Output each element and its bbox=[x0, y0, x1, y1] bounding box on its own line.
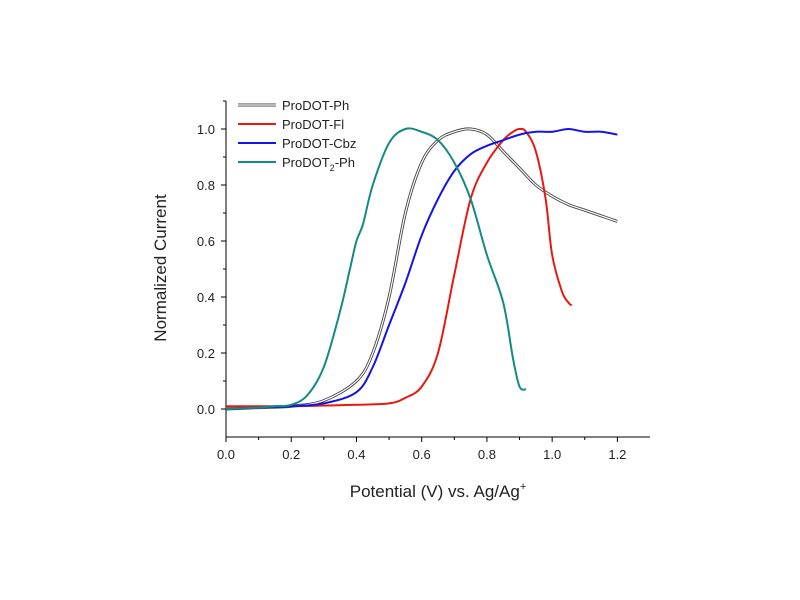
series-line-prodot2-ph bbox=[225, 127, 527, 410]
y-axis-title: Normalized Current bbox=[151, 194, 170, 342]
legend-label-prodot2-ph: ProDOT2-Ph bbox=[282, 155, 355, 173]
legend-label-prodot-cbz: ProDOT-Cbz bbox=[282, 136, 356, 151]
series-layer bbox=[225, 127, 618, 411]
y-tick-label: 0.4 bbox=[197, 290, 215, 305]
x-axis-title-superscript: + bbox=[520, 481, 526, 493]
legend: ProDOT-Ph ProDOT-Fl ProDOT-Cbz ProDOT2-Ph bbox=[238, 98, 356, 173]
axes bbox=[225, 101, 650, 438]
x-tick-label: 1.0 bbox=[543, 447, 561, 462]
y-tick-label: 0.0 bbox=[197, 402, 215, 417]
y-tick-label: 1.0 bbox=[197, 122, 215, 137]
legend-label-prodot-fl: ProDOT-Fl bbox=[282, 117, 344, 132]
x-tick-label: 0.8 bbox=[478, 447, 496, 462]
legend-label-prodot-ph: ProDOT-Ph bbox=[282, 98, 349, 113]
y-tick-label: 0.8 bbox=[197, 178, 215, 193]
series-line-prodot-fl bbox=[225, 127, 573, 408]
x-axis-title: Potential (V) vs. Ag/Ag+ bbox=[350, 481, 527, 501]
ticks: 0.0 0.2 0.4 0.6 0.8 1.0 1.2 0.0 0.2 0.4 0.6 0.8 1.0 bbox=[197, 100, 626, 462]
series-line-inner-prodot-ph bbox=[225, 128, 618, 410]
series-line-prodot-cbz bbox=[225, 127, 618, 410]
x-tick-label: 0.4 bbox=[347, 447, 365, 462]
x-tick-label: 0.0 bbox=[217, 447, 235, 462]
y-tick-label: 0.6 bbox=[197, 234, 215, 249]
x-tick-label: 0.6 bbox=[413, 447, 431, 462]
y-tick-label: 0.2 bbox=[197, 346, 215, 361]
x-tick-label: 0.2 bbox=[282, 447, 300, 462]
series-line-prodot-ph bbox=[225, 127, 618, 411]
x-axis-title-main: Potential (V) vs. Ag/Ag bbox=[350, 482, 520, 501]
x-tick-label: 1.2 bbox=[608, 447, 626, 462]
